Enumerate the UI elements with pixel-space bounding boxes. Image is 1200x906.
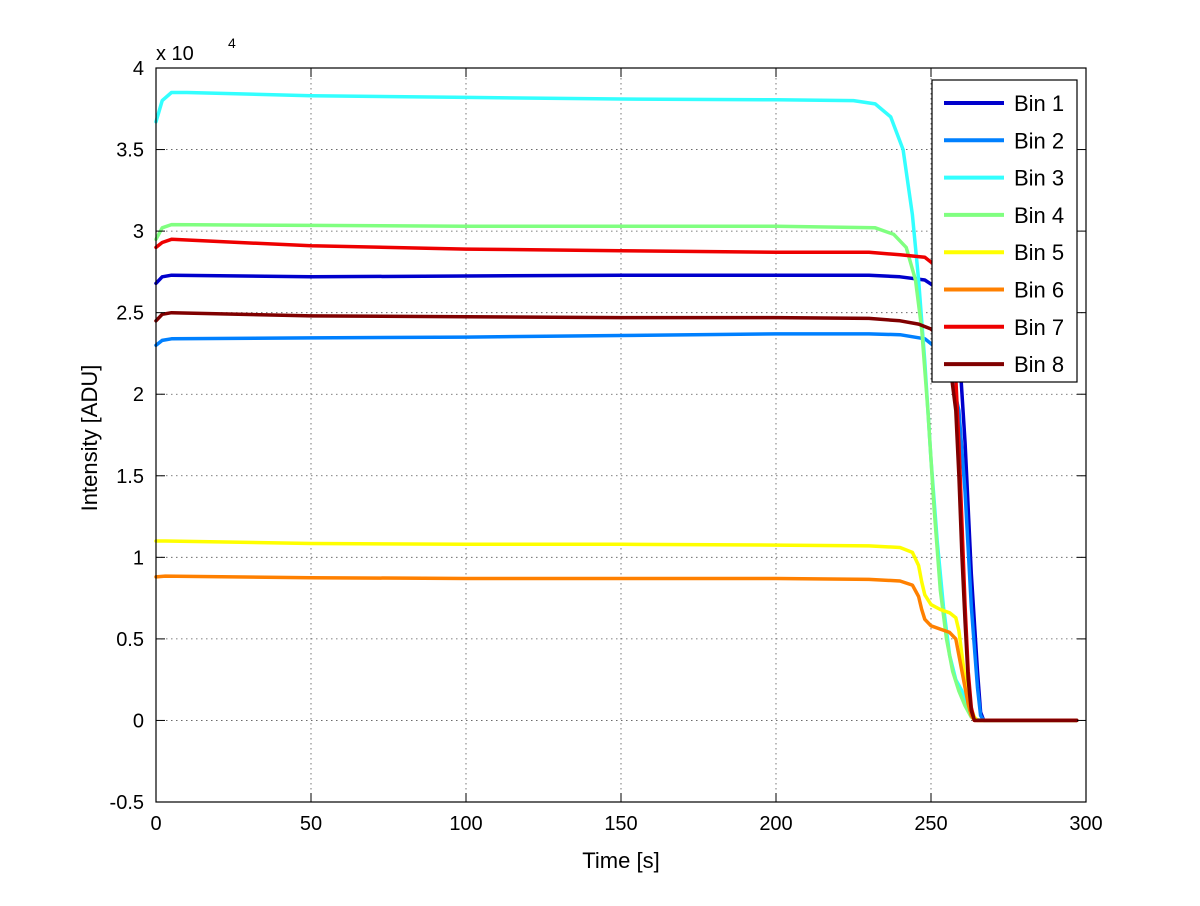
legend: Bin 1 Bin 2 Bin 3 Bin 4 Bin 5 Bin 6 Bin 7 Bin 8 xyxy=(931,79,1078,383)
series-lines xyxy=(154,90,1079,723)
legend-label-bin-4: Bin 4 xyxy=(1014,203,1064,228)
x-tick-label: 300 xyxy=(1069,813,1102,835)
y-tick-label: 1.5 xyxy=(116,466,144,488)
y-tick-label: -0.5 xyxy=(110,792,144,814)
legend-label-bin-1: Bin 1 xyxy=(1014,91,1064,116)
x-tick-label: 250 xyxy=(914,813,947,835)
x-tick-label: 50 xyxy=(300,813,322,835)
x-tick-label: 150 xyxy=(604,813,637,835)
legend-box xyxy=(931,79,1078,383)
legend-label-bin-8: Bin 8 xyxy=(1014,352,1064,377)
series-line-bin-4 xyxy=(154,222,1079,723)
y-axis-label: Intensity [ADU] xyxy=(77,365,102,512)
legend-label-bin-2: Bin 2 xyxy=(1014,128,1064,153)
x-tick-label: 100 xyxy=(449,813,482,835)
series-line-bin-8 xyxy=(154,310,1079,723)
y-tick-label: 2.5 xyxy=(116,303,144,325)
y-tick-label: 0 xyxy=(133,710,144,732)
y-tick-label: 1 xyxy=(133,547,144,569)
x-tick-label: 200 xyxy=(759,813,792,835)
y-tick-label: 4 xyxy=(133,58,144,80)
tick-marks xyxy=(155,67,1087,803)
legend-label-bin-5: Bin 5 xyxy=(1014,240,1064,265)
y-tick-labels: -0.5 0 0.5 1 1.5 2 2.5 3 3.5 4 xyxy=(110,58,144,814)
legend-label-bin-7: Bin 7 xyxy=(1014,315,1064,340)
series-line-bin-6 xyxy=(154,574,1079,723)
legend-label-bin-6: Bin 6 xyxy=(1014,278,1064,303)
y-tick-label: 2 xyxy=(133,384,144,406)
y-tick-label: 0.5 xyxy=(116,629,144,651)
series-line-bin-3 xyxy=(154,90,1079,723)
y-tick-label: 3.5 xyxy=(116,140,144,162)
x-tick-labels: 0 50 100 150 200 250 300 xyxy=(150,813,1102,835)
x-axis-label: Time [s] xyxy=(582,848,659,873)
y-exponent-power: 4 xyxy=(228,35,236,51)
y-exponent-base: x 10 xyxy=(156,43,194,65)
legend-label-bin-3: Bin 3 xyxy=(1014,166,1064,191)
y-tick-label: 3 xyxy=(133,221,144,243)
x-tick-label: 0 xyxy=(150,813,161,835)
